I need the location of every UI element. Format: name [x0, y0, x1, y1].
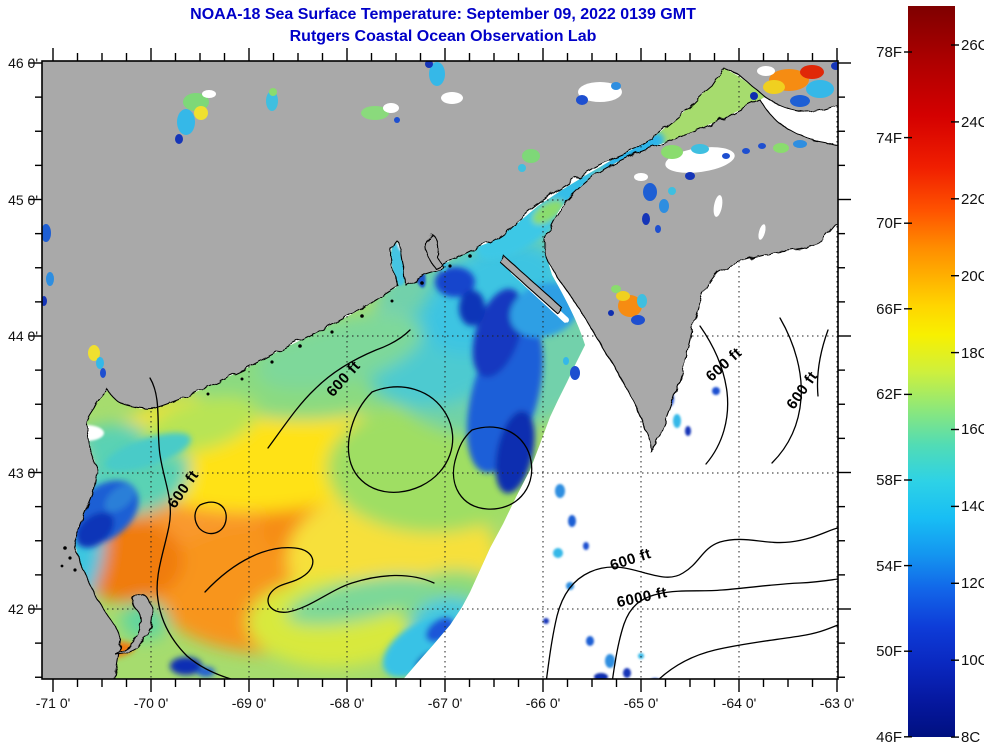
y-tick-label: 43 0' [8, 465, 38, 481]
colorbar: 78F 74F 70F 66F 62F 58F 54F 50F 46F 26C … [876, 6, 984, 746]
x-tick-label: -69 0' [232, 695, 267, 711]
x-tick-label: -63 0' [820, 695, 855, 711]
y-tick-label: 46 0' [8, 55, 38, 71]
colorbar-ticks [904, 44, 959, 738]
colorbar-label-f: 46F [876, 729, 902, 746]
colorbar-label-f: 62F [876, 386, 902, 403]
colorbar-label-f: 50F [876, 643, 902, 660]
y-tick-label: 44 0' [8, 328, 38, 344]
colorbar-label-c: 22C [961, 191, 984, 208]
colorbar-label-c: 18C [961, 345, 984, 362]
colorbar-label-f: 58F [876, 472, 902, 489]
x-axis: -71 0' -70 0' -69 0' -68 0' -67 0' -66 0… [36, 695, 855, 711]
digby-neck-peninsula [499, 255, 563, 315]
y-tick-label: 42 0' [8, 601, 38, 617]
colorbar-label-c: 16C [961, 421, 984, 438]
cape-cod-hook [114, 593, 153, 655]
map-subtitle: Rutgers Coastal Ocean Observation Lab [290, 28, 597, 45]
colorbar-label-c: 8C [961, 729, 980, 746]
colorbar-label-f: 74F [876, 130, 902, 147]
colorbar-label-f: 78F [876, 44, 902, 61]
colorbar-label-f: 66F [876, 301, 902, 318]
colorbar-gradient [908, 6, 955, 737]
map-title: NOAA-18 Sea Surface Temperature: Septemb… [190, 6, 696, 23]
x-tick-label: -66 0' [526, 695, 561, 711]
colorbar-label-c: 24C [961, 114, 984, 131]
coastal-islands [60, 254, 472, 572]
colorbar-label-c: 14C [961, 498, 984, 515]
x-tick-label: -64 0' [722, 695, 757, 711]
colorbar-label-c: 20C [961, 268, 984, 285]
x-tick-label: -68 0' [330, 695, 365, 711]
x-tick-label: -67 0' [428, 695, 463, 711]
nova-scotia-coastline [544, 99, 838, 452]
colorbar-label-f: 70F [876, 215, 902, 232]
axis-ticks [29, 48, 851, 692]
y-tick-label: 45 0' [8, 192, 38, 208]
x-tick-label: -65 0' [624, 695, 659, 711]
colorbar-celsius-labels: 26C 24C 22C 20C 18C 16C 14C 12C 10C 8C [961, 37, 984, 746]
bathymetry-contours [149, 317, 838, 679]
map-plot-area: 600 ft 600 ft 600 ft 600 ft 600 ft 6000 … [42, 61, 838, 679]
mainland-coastline [42, 61, 838, 679]
colorbar-label-c: 12C [961, 575, 984, 592]
y-axis: 46 0' 45 0' 44 0' 43 0' 42 0' [8, 55, 38, 617]
colorbar-fahrenheit-labels: 78F 74F 70F 66F 62F 58F 54F 50F 46F [876, 44, 902, 746]
colorbar-label-c: 10C [961, 652, 984, 669]
colorbar-label-f: 54F [876, 558, 902, 575]
land-data-patches [42, 61, 838, 380]
land [42, 61, 838, 679]
x-tick-label: -71 0' [36, 695, 71, 711]
x-tick-label: -70 0' [134, 695, 169, 711]
colorbar-label-c: 26C [961, 37, 984, 54]
